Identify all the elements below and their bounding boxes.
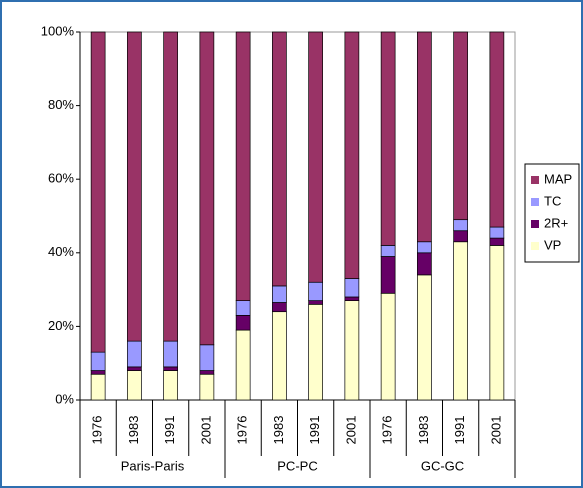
bar-segment: [380, 292, 396, 401]
bar-segment: [380, 31, 396, 246]
bar-segment: [90, 373, 106, 401]
bar-segment: [90, 370, 106, 375]
bar-segment: [199, 31, 215, 346]
legend-swatch: [531, 220, 539, 228]
bar-segment: [235, 300, 251, 316]
bar-segment: [127, 31, 142, 342]
bar-segment: [308, 303, 323, 401]
bar-segment: [127, 340, 142, 368]
x-tick-label: 2001: [488, 416, 503, 445]
bar-segment: [417, 252, 432, 276]
bar-segment: [163, 370, 178, 401]
plot-area: [79, 31, 516, 401]
bar-segment: [235, 315, 251, 331]
x-tick-label: 1991: [162, 416, 177, 445]
bar-segment: [344, 296, 360, 301]
group-label: Paris-Paris: [121, 458, 185, 473]
bar-segment: [489, 237, 505, 246]
bar-segment: [308, 300, 323, 305]
bar-segment: [90, 351, 106, 371]
bar-segment: [163, 31, 178, 342]
legend-swatch: [531, 198, 539, 206]
x-tick-label: 1976: [380, 416, 395, 445]
bar-segment: [272, 285, 287, 303]
bar-segment: [127, 370, 142, 401]
bar-segment: [489, 226, 505, 239]
bar-segment: [417, 31, 432, 243]
bar-segment: [453, 31, 468, 221]
bar-segment: [453, 230, 468, 243]
y-tick-label: 0%: [55, 391, 74, 406]
y-tick-label: 80%: [48, 97, 74, 112]
bar-segment: [380, 245, 396, 257]
bar-segment: [163, 340, 178, 368]
bar-segment: [417, 241, 432, 254]
legend-label: 2R+: [544, 215, 568, 230]
bar-segment: [127, 366, 142, 371]
bar-segment: [163, 366, 178, 371]
bar-segment: [199, 370, 215, 375]
bar-segment: [344, 300, 360, 401]
bar-segment: [453, 219, 468, 232]
bar-segment: [489, 245, 505, 401]
x-tick-label: 1983: [416, 416, 431, 445]
bar-segment: [235, 329, 251, 401]
x-tick-label: 1976: [235, 416, 250, 445]
legend-swatch: [531, 176, 539, 184]
bar-segment: [235, 31, 251, 301]
bar-segment: [308, 281, 323, 301]
y-tick-label: 40%: [48, 244, 74, 259]
bar-segment: [344, 278, 360, 298]
bar-segment: [272, 302, 287, 313]
legend-label: VP: [544, 237, 561, 252]
bar-segment: [453, 241, 468, 401]
bar-segment: [489, 31, 505, 228]
y-tick-label: 60%: [48, 171, 74, 186]
bar-segment: [308, 31, 323, 283]
x-tick-label: 1983: [126, 416, 141, 445]
x-tick-label: 1991: [307, 416, 322, 445]
legend-swatch: [531, 242, 539, 250]
x-tick-label: 1976: [90, 416, 105, 445]
group-label: GC-GC: [421, 458, 464, 473]
bar-segment: [90, 31, 106, 353]
bar-segment: [344, 31, 360, 279]
y-tick-label: 100%: [41, 23, 75, 38]
x-tick-label: 1983: [271, 416, 286, 445]
bar-segment: [272, 311, 287, 401]
bar-segment: [199, 344, 215, 371]
x-tick-label: 1991: [452, 416, 467, 445]
x-tick-label: 2001: [198, 416, 213, 445]
bar-segment: [272, 31, 287, 287]
group-label: PC-PC: [277, 458, 317, 473]
legend-label: MAP: [544, 171, 572, 186]
bar-segment: [199, 373, 215, 401]
bar-segment: [380, 256, 396, 294]
legend-label: TC: [544, 193, 561, 208]
x-tick-label: 2001: [343, 416, 358, 445]
bar-segment: [417, 274, 432, 401]
y-tick-label: 20%: [48, 318, 74, 333]
